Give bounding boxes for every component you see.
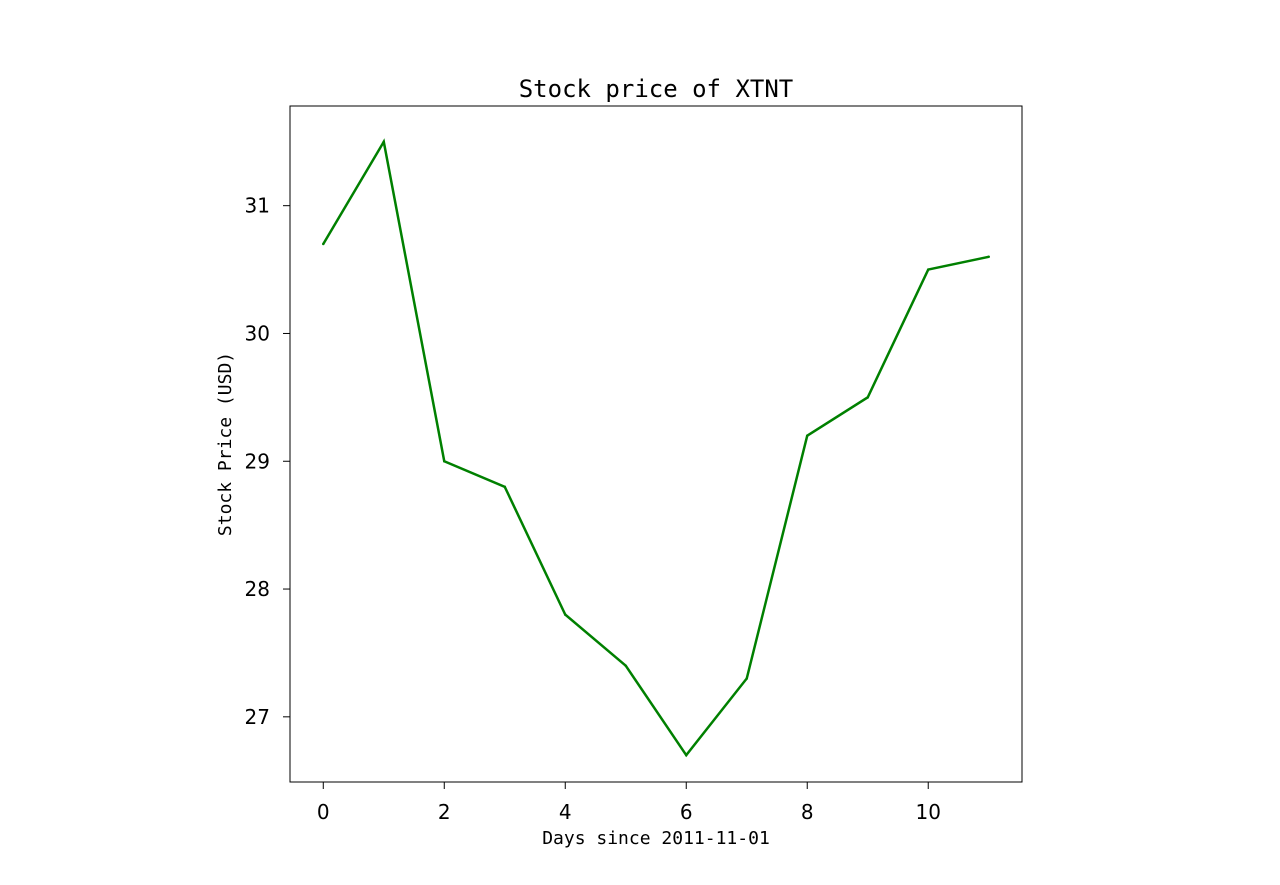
x-tick-label: 8 xyxy=(801,800,814,824)
x-tick-label: 6 xyxy=(680,800,693,824)
data-point xyxy=(926,268,930,271)
x-axis-ticks: 0 2 4 6 8 10 xyxy=(317,782,941,824)
y-tick-label: 27 xyxy=(245,705,270,729)
data-point xyxy=(684,753,688,757)
series-line xyxy=(322,138,989,758)
data-point xyxy=(564,613,567,616)
y-axis-ticks: 27 28 29 30 31 xyxy=(245,194,290,729)
x-tick-label: 2 xyxy=(438,800,451,824)
data-point xyxy=(987,255,990,259)
y-tick-label: 30 xyxy=(245,321,270,345)
x-tick-label: 4 xyxy=(559,800,572,824)
chart-title: Stock price of XTNT xyxy=(519,75,794,103)
x-tick-label: 0 xyxy=(317,800,330,824)
y-tick-label: 29 xyxy=(245,449,270,473)
data-point xyxy=(443,460,446,463)
x-axis-label: Days since 2011-11-01 xyxy=(542,828,770,849)
plot-area xyxy=(289,105,1023,783)
data-point xyxy=(745,677,748,680)
data-point xyxy=(382,140,386,144)
data-point xyxy=(866,396,869,399)
y-tick-label: 28 xyxy=(245,577,270,601)
data-point xyxy=(805,434,809,437)
y-tick-label: 31 xyxy=(245,194,270,218)
data-point xyxy=(624,664,628,667)
data-point xyxy=(322,242,325,246)
data-point xyxy=(503,485,507,489)
x-tick-label: 10 xyxy=(916,800,941,824)
series-layer xyxy=(322,138,990,758)
y-axis-label: Stock Price (USD) xyxy=(215,352,236,536)
